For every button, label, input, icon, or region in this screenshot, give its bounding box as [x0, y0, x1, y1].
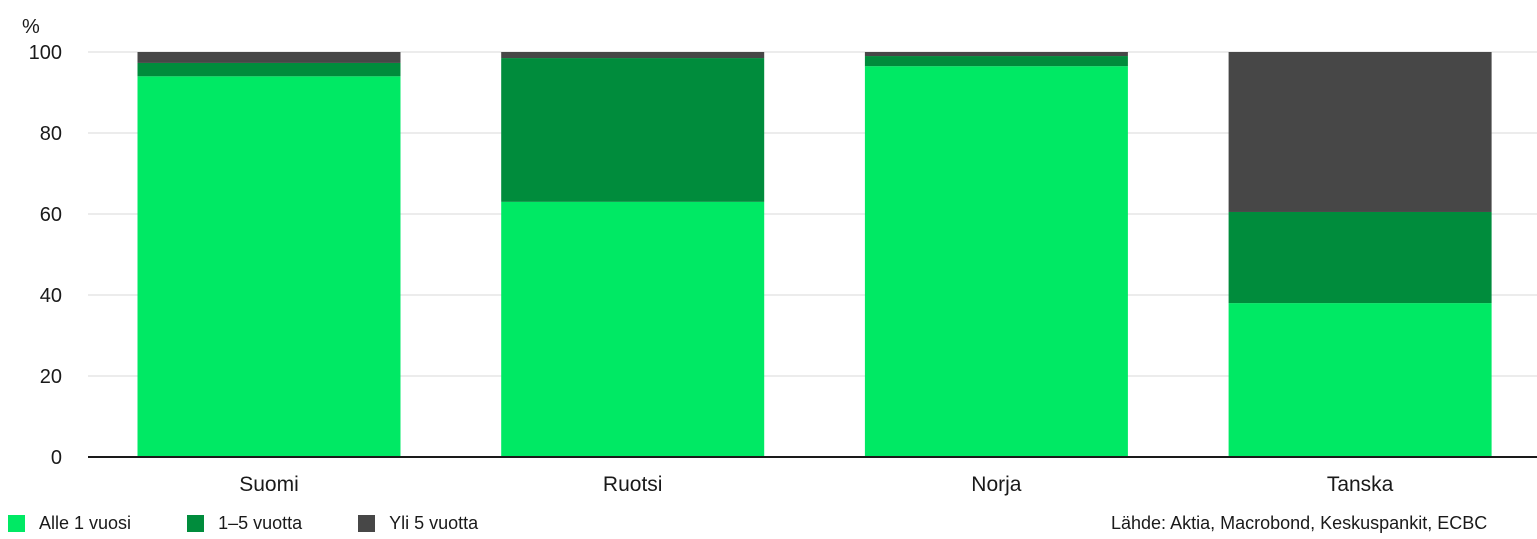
bar-segment-norja-1: [864, 56, 1128, 67]
x-category-label: Suomi: [239, 473, 299, 496]
legend-label: 1–5 vuotta: [218, 513, 303, 533]
bar-segment-tanska-1: [1228, 211, 1492, 304]
x-axis-category-labels: Suomi Ruotsi Norja Tanska: [239, 473, 1393, 496]
y-axis-tick-labels: 0 20 40 60 80 100: [29, 42, 62, 469]
stacked-bar-chart: % 0 20 40 60 80 100 Suomi Ruotsi Norja Tanska: [22, 16, 1537, 496]
y-axis-unit-label: %: [22, 16, 40, 38]
bar-segment-suomi-1: [137, 62, 401, 77]
bar-segment-norja-0: [864, 66, 1128, 458]
legend-item-yli-5-vuotta: Yli 5 vuotta: [358, 513, 478, 534]
y-tick-label: 20: [40, 366, 62, 388]
y-tick-label: 0: [51, 447, 62, 469]
x-category-label: Ruotsi: [603, 473, 663, 496]
y-tick-label: 60: [40, 204, 62, 226]
x-category-label: Norja: [971, 473, 1022, 496]
bar-segment-norja-2: [864, 52, 1128, 57]
legend-swatch: [187, 515, 205, 532]
bar-segment-suomi-0: [137, 76, 401, 458]
bar-segment-tanska-2: [1228, 52, 1492, 212]
bar-segment-suomi-2: [137, 52, 401, 63]
legend-item-1-5-vuotta: 1–5 vuotta: [187, 513, 302, 534]
bar-segment-ruotsi-0: [501, 201, 765, 457]
y-tick-label: 100: [29, 42, 62, 64]
bar-segment-tanska-0: [1228, 303, 1492, 457]
legend-swatch: [358, 515, 376, 532]
legend: Alle 1 vuosi 1–5 vuotta Yli 5 vuotta: [8, 513, 534, 534]
bar-segment-ruotsi-2: [501, 52, 765, 59]
bar-segment-ruotsi-1: [501, 58, 765, 202]
legend-label: Alle 1 vuosi: [39, 513, 132, 533]
legend-item-alle-1-vuosi: Alle 1 vuosi: [8, 513, 131, 534]
bars: [137, 52, 1492, 458]
legend-label: Yli 5 vuotta: [389, 513, 479, 533]
y-tick-label: 40: [40, 285, 62, 307]
legend-swatch: [8, 515, 25, 532]
source-note: Lähde: Aktia, Macrobond, Keskuspankit, E…: [1111, 513, 1488, 533]
x-category-label: Tanska: [1327, 473, 1394, 496]
y-tick-label: 80: [40, 123, 62, 145]
